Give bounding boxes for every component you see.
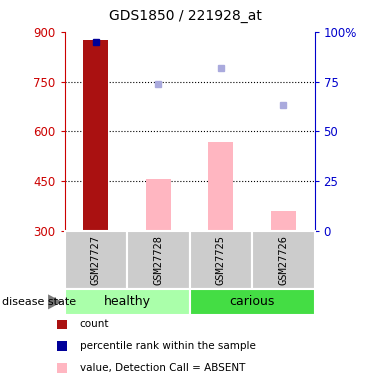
Text: GSM27727: GSM27727 <box>91 235 101 285</box>
Bar <box>146 179 171 231</box>
Bar <box>208 142 233 231</box>
Bar <box>84 40 108 231</box>
Bar <box>271 211 296 231</box>
Text: GSM27726: GSM27726 <box>278 235 288 285</box>
Text: count: count <box>80 320 109 329</box>
Text: GSM27725: GSM27725 <box>216 235 226 285</box>
Polygon shape <box>48 294 62 309</box>
Text: disease state: disease state <box>2 297 76 307</box>
Text: percentile rank within the sample: percentile rank within the sample <box>80 341 255 351</box>
Text: GSM27728: GSM27728 <box>154 235 164 285</box>
Text: carious: carious <box>229 296 275 308</box>
Text: GDS1850 / 221928_at: GDS1850 / 221928_at <box>108 9 262 23</box>
Text: value, Detection Call = ABSENT: value, Detection Call = ABSENT <box>80 363 245 373</box>
Text: healthy: healthy <box>104 296 151 308</box>
